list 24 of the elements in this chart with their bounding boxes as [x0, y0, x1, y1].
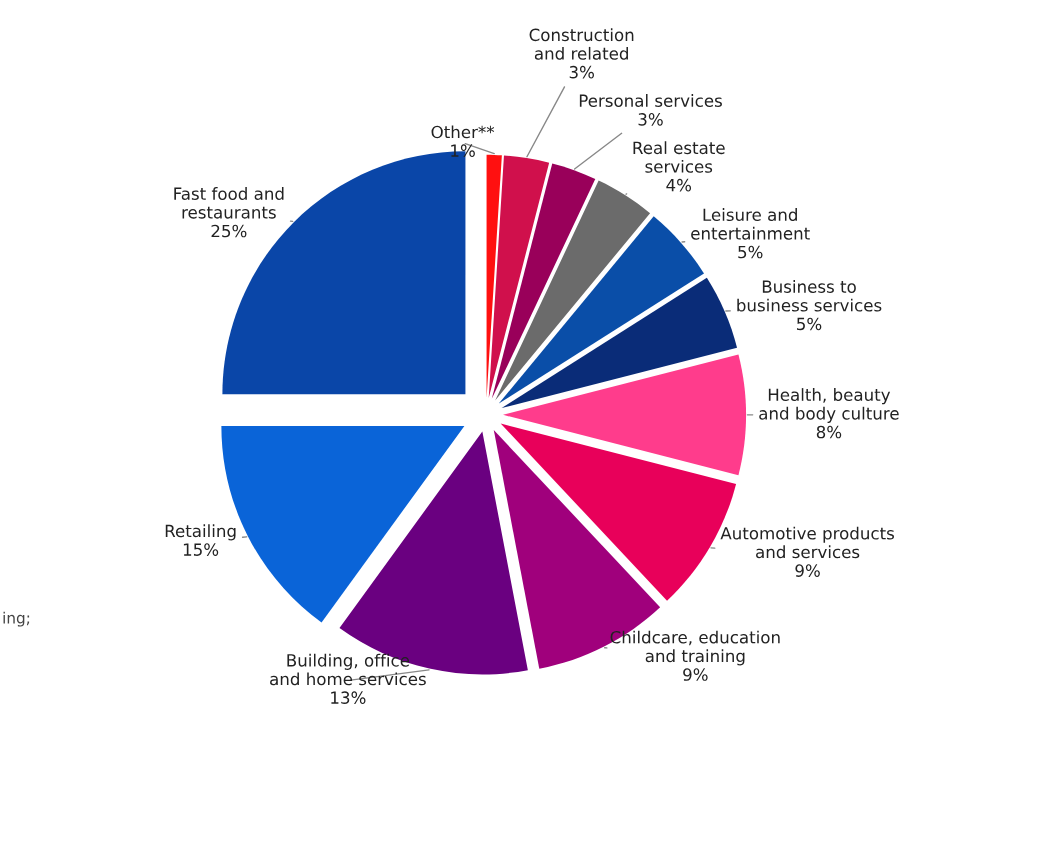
- slice-label: Fast food and restaurants: [174, 187, 284, 219]
- data-label: 3%: [569, 65, 594, 79]
- data-label: 5%: [797, 317, 822, 331]
- slice-label: Other**: [431, 125, 495, 139]
- slice-label: Leisure and entertainment: [691, 208, 810, 240]
- data-label: 9%: [795, 564, 820, 577]
- slice-label: Retailing: [165, 524, 236, 541]
- slice-label: Personal services: [579, 94, 722, 107]
- slice-label: Health, beauty and body culture: [759, 388, 899, 423]
- data-label: 8%: [816, 425, 842, 439]
- slice-label: Construction and related: [529, 28, 634, 60]
- data-label: 5%: [738, 245, 763, 259]
- slice-label: Building, office and home services: [270, 653, 426, 686]
- slice-label: Business to business services: [737, 280, 882, 312]
- data-label: 4%: [666, 178, 692, 192]
- data-label: 3%: [638, 113, 663, 126]
- data-label: 25%: [211, 224, 247, 238]
- text: ing;: [3, 611, 30, 627]
- data-label: 15%: [183, 543, 219, 556]
- slice-label: Automotive products and services: [720, 526, 894, 559]
- data-label: 9%: [683, 668, 708, 681]
- slice-label: Real estate services: [633, 141, 725, 173]
- data-label: 13%: [331, 691, 366, 704]
- data-label: 1%: [451, 144, 475, 157]
